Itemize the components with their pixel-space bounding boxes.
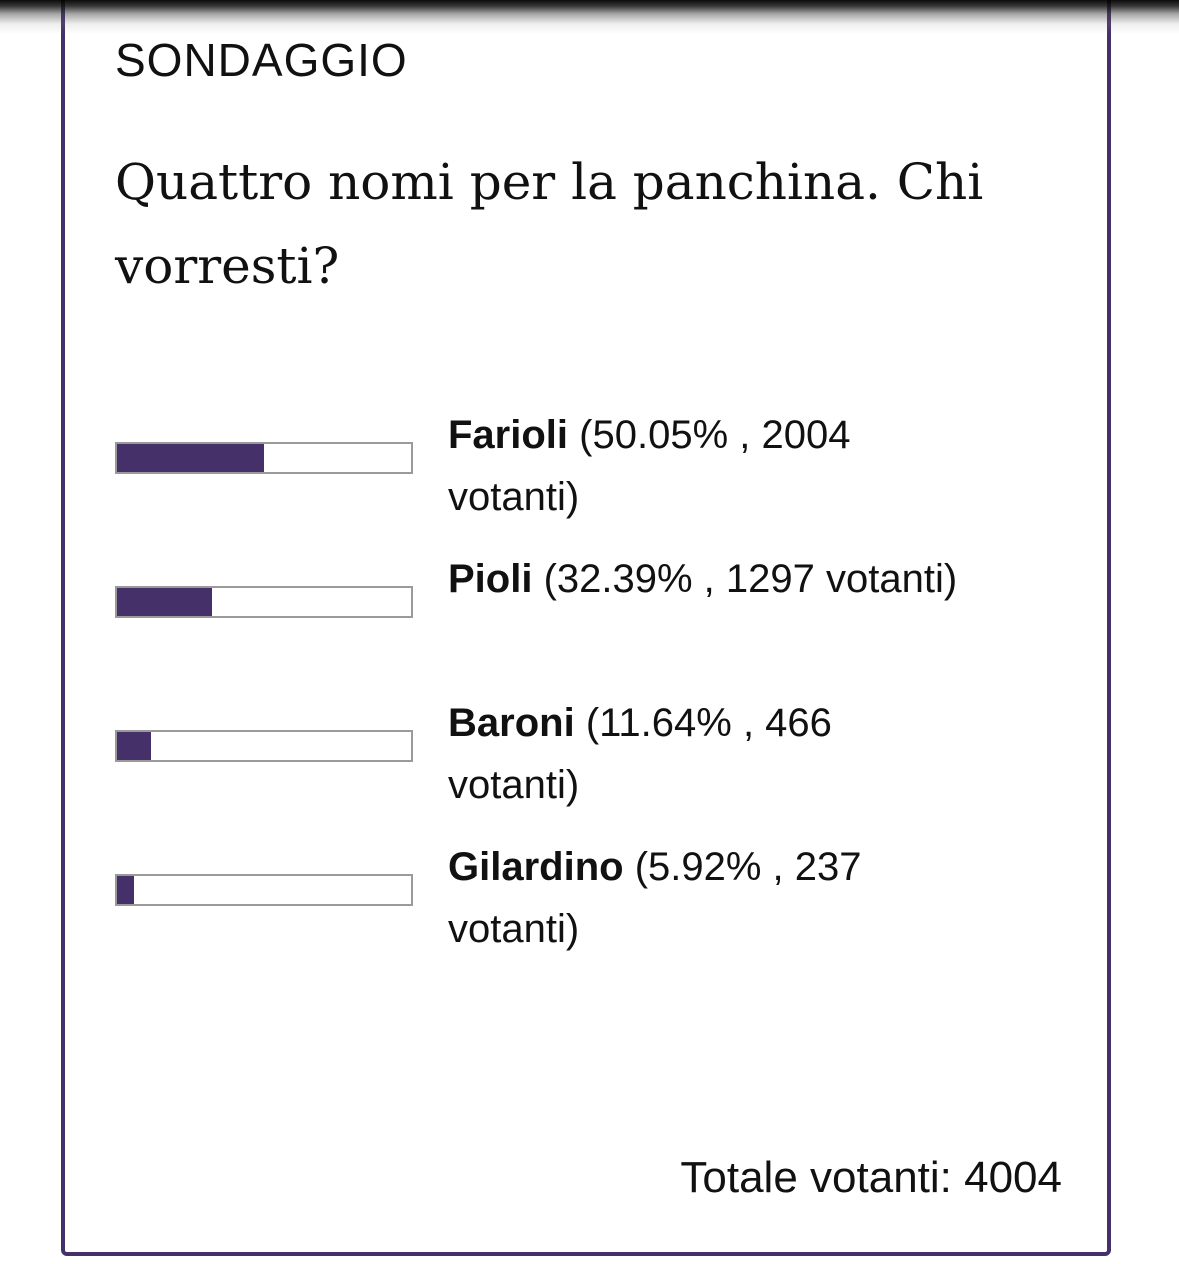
top-shadow — [0, 0, 1179, 34]
result-bar — [115, 586, 413, 618]
option-detail: (50.05% , 2004 votanti) — [448, 413, 851, 519]
poll-option-gilardino[interactable]: Gilardino (5.92% , 237 votanti) — [115, 836, 1015, 976]
poll-kicker: SONDAGGIO — [115, 34, 408, 86]
option-text: Gilardino (5.92% , 237 votanti) — [448, 836, 968, 960]
poll-option-pioli[interactable]: Pioli (32.39% , 1297 votanti) — [115, 548, 1015, 688]
result-bar — [115, 442, 413, 474]
result-bar-fill — [117, 732, 152, 760]
poll-option-farioli[interactable]: Farioli (50.05% , 2004 votanti) — [115, 404, 1015, 544]
option-text: Baroni (11.64% , 466 votanti) — [448, 692, 968, 816]
option-text: Farioli (50.05% , 2004 votanti) — [448, 404, 968, 528]
option-name: Baroni — [448, 701, 575, 745]
poll-option-baroni[interactable]: Baroni (11.64% , 466 votanti) — [115, 692, 1015, 832]
result-bar — [115, 874, 413, 906]
option-name: Gilardino — [448, 845, 624, 889]
option-detail: (5.92% , 237 votanti) — [448, 845, 862, 951]
option-detail: (11.64% , 466 votanti) — [448, 701, 832, 807]
poll-card — [61, 0, 1111, 1256]
total-voters: Totale votanti: 4004 — [680, 1153, 1062, 1202]
option-name: Pioli — [448, 557, 533, 601]
option-text: Pioli (32.39% , 1297 votanti) — [448, 548, 968, 610]
result-bar — [115, 730, 413, 762]
option-detail: (32.39% , 1297 votanti) — [543, 557, 958, 601]
result-bar-fill — [117, 876, 135, 904]
poll-question: Quattro nomi per la panchina. Chi vorres… — [115, 153, 984, 295]
result-bar-fill — [117, 444, 265, 472]
result-bar-fill — [117, 588, 213, 616]
option-name: Farioli — [448, 413, 569, 457]
